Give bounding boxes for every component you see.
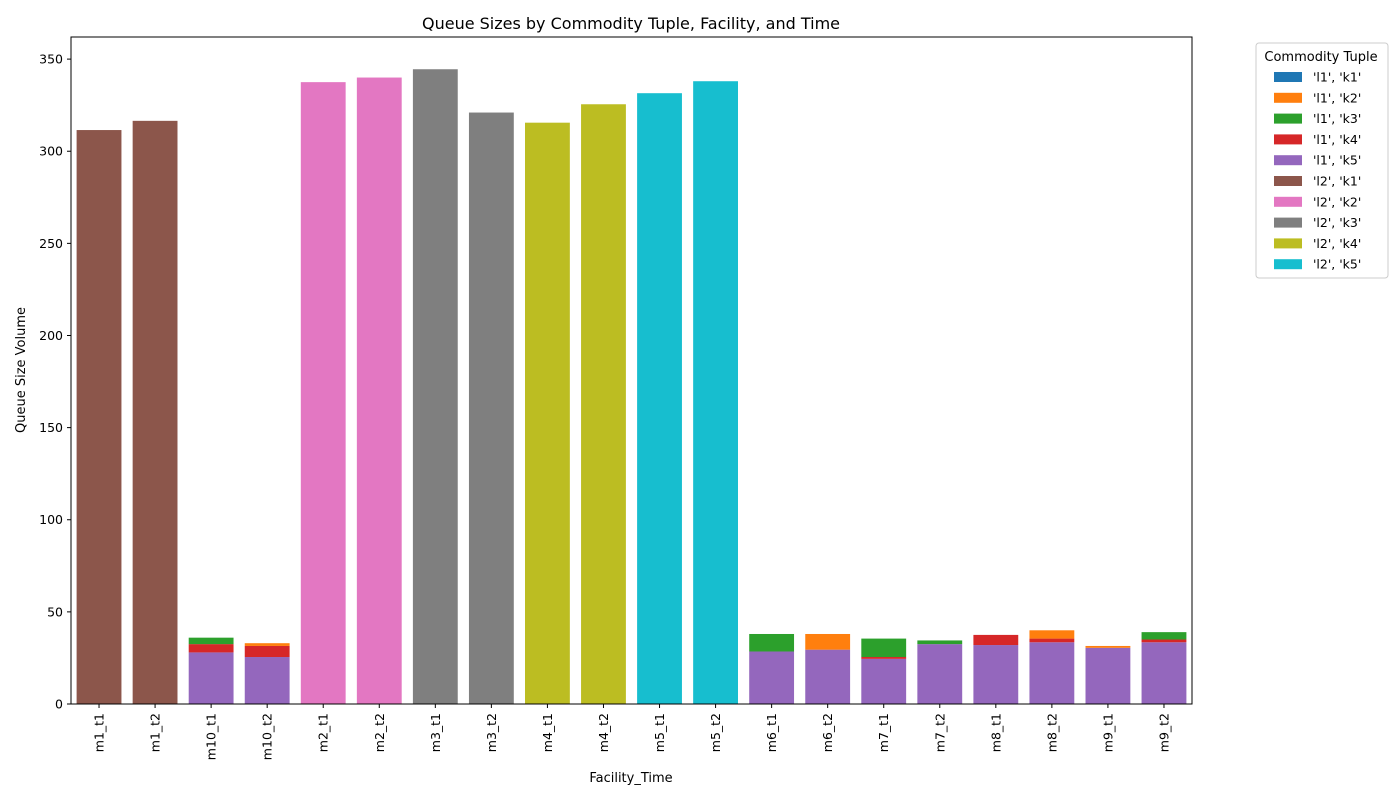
legend-swatch <box>1274 155 1302 166</box>
legend-swatch <box>1274 238 1302 249</box>
bar-m1_t2-series-5 <box>132 120 178 704</box>
bar-m10_t1-series-0 <box>188 652 234 704</box>
legend-swatch <box>1274 196 1302 207</box>
x-tick-label: m4_t2 <box>596 713 611 752</box>
y-tick-label: 150 <box>39 420 63 435</box>
x-tick-label: m6_t2 <box>820 713 835 752</box>
bar-m10_t1-series-1 <box>188 644 234 653</box>
y-tick-label: 300 <box>39 144 63 159</box>
legend-swatch <box>1274 92 1302 103</box>
bar-m7_t1-series-2 <box>861 638 907 658</box>
bar-m3_t1-series-7 <box>412 69 458 704</box>
bar-m8_t2-series-1 <box>1029 638 1075 643</box>
legend-label: 'l1', 'k1' <box>1313 70 1361 85</box>
bar-m6_t1-series-2 <box>749 633 795 652</box>
y-tick-label: 350 <box>39 52 63 67</box>
x-tick-label: m8_t1 <box>988 713 1003 752</box>
x-tick-label: m10_t1 <box>204 713 219 760</box>
x-axis-label: Facility_Time <box>589 771 672 786</box>
legend-label: 'l1', 'k3' <box>1313 111 1361 126</box>
bar-m6_t2-series-0 <box>805 649 851 704</box>
y-axis-label: Queue Size Volume <box>14 307 29 433</box>
y-tick-label: 50 <box>47 604 63 619</box>
bar-m5_t2-series-9 <box>693 81 738 704</box>
legend-items: 'l1', 'k1' 'l1', 'k2' 'l1', 'k3' 'l1', 'k4'… <box>1274 70 1361 272</box>
bar-m8_t1-series-1 <box>973 634 1019 646</box>
bar-m8_t2-series-0 <box>1029 642 1075 704</box>
legend-swatch <box>1274 72 1302 82</box>
legend-swatch <box>1274 134 1302 145</box>
x-tick-label: m9_t1 <box>1100 713 1115 752</box>
x-tick-label: m10_t2 <box>260 713 275 760</box>
bar-m7_t1-series-0 <box>861 658 907 704</box>
bar-m3_t2-series-7 <box>468 112 514 705</box>
x-tick-label: m6_t1 <box>764 713 779 752</box>
y-tick-label: 0 <box>55 697 63 712</box>
bar-m5_t1-series-9 <box>637 93 682 705</box>
x-tick-label: m2_t1 <box>316 713 331 752</box>
x-tick-label: m5_t2 <box>708 713 723 752</box>
legend-label: 'l1', 'k4' <box>1313 132 1361 147</box>
x-tick-label: m1_t2 <box>148 713 163 752</box>
legend-label: 'l2', 'k4' <box>1313 236 1361 251</box>
y-tick-label: 200 <box>39 328 63 343</box>
x-tick-label: m9_t2 <box>1156 713 1171 752</box>
bar-m7_t2-series-2 <box>917 640 963 645</box>
chart-title: Queue Sizes by Commodity Tuple, Facility… <box>422 14 840 33</box>
bar-m10_t1-series-2 <box>188 637 234 645</box>
legend-swatch <box>1274 217 1302 228</box>
bar-m7_t2-series-0 <box>917 644 963 704</box>
legend-label: 'l2', 'k2' <box>1313 194 1361 209</box>
bar-m8_t2-series-3 <box>1029 630 1075 639</box>
legend-swatch <box>1274 176 1302 186</box>
legend-title: Commodity Tuple <box>1264 50 1377 65</box>
x-tick-label: m2_t2 <box>372 713 387 752</box>
legend-label: 'l2', 'k3' <box>1313 215 1361 230</box>
bar-m6_t2-series-3 <box>805 633 851 650</box>
bar-m2_t2-series-6 <box>356 77 402 705</box>
axes-layer: 0 50 100 150 200 250 300 350 m1_t1 m1_t2 m10_t1 m10… <box>39 36 1193 760</box>
x-tick-label: m4_t1 <box>540 713 555 752</box>
bar-m9_t2-series-2 <box>1141 632 1187 640</box>
x-tick-label: m3_t2 <box>484 713 499 752</box>
bar-m2_t1-series-6 <box>300 82 346 704</box>
bar-m10_t2-series-3 <box>244 643 290 646</box>
bar-m4_t2-series-8 <box>581 104 626 705</box>
bar-m10_t2-series-1 <box>244 645 290 658</box>
x-tick-label: m7_t2 <box>932 713 947 752</box>
bar-m10_t2-series-0 <box>244 657 290 704</box>
x-tick-label: m3_t1 <box>428 713 443 752</box>
x-tick-label: m5_t1 <box>652 713 667 752</box>
bars-layer <box>76 69 1187 705</box>
bar-m6_t1-series-0 <box>749 651 795 704</box>
legend-label: 'l1', 'k5' <box>1313 153 1361 168</box>
legend-label: 'l2', 'k1' <box>1313 174 1361 189</box>
legend-swatch <box>1274 113 1302 124</box>
x-tick-label: m7_t1 <box>876 713 891 752</box>
y-tick-label: 100 <box>39 512 63 527</box>
legend-label: 'l1', 'k2' <box>1313 90 1361 105</box>
legend: Commodity Tuple 'l1', 'k1''l1', 'k2''l1'… <box>1255 42 1389 279</box>
x-tick-label: m1_t1 <box>92 713 107 752</box>
legend-label: 'l2', 'k5' <box>1313 257 1361 272</box>
legend-swatch <box>1274 259 1302 270</box>
x-tick-label: m8_t2 <box>1044 713 1059 752</box>
bar-m1_t1-series-5 <box>76 130 122 704</box>
y-tick-label: 250 <box>39 236 63 251</box>
bar-m9_t1-series-0 <box>1085 647 1131 704</box>
bar-m8_t1-series-0 <box>973 645 1019 704</box>
bar-m7_t1-series-1 <box>861 657 907 659</box>
bar-m4_t1-series-8 <box>525 122 570 705</box>
bar-m9_t1-series-3 <box>1085 645 1131 648</box>
bar-m9_t2-series-1 <box>1141 639 1187 643</box>
bar-m9_t2-series-0 <box>1141 642 1187 704</box>
plot-frame <box>70 36 1193 705</box>
